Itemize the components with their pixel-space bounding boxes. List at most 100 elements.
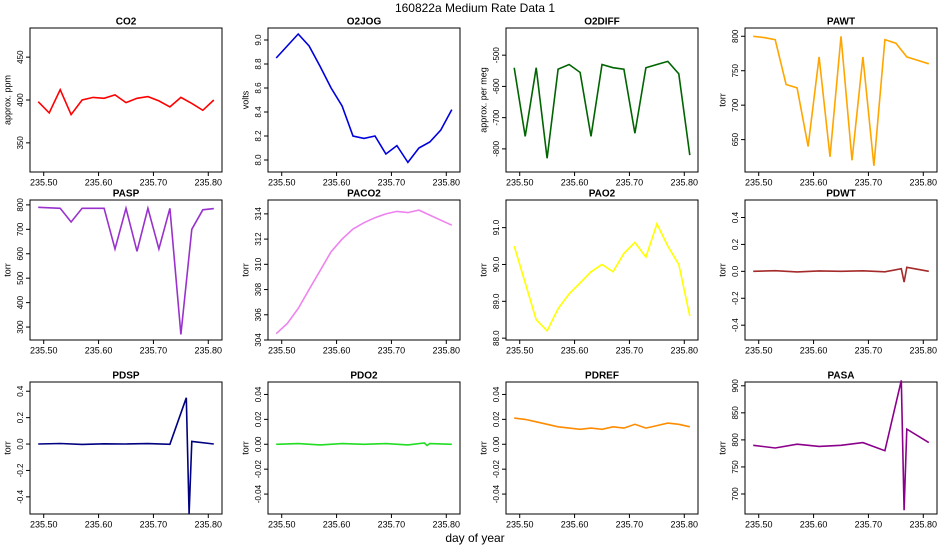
plot-frame (505, 199, 699, 341)
y-tick-label: 0.00 (492, 436, 501, 452)
y-tick-label: 0.2 (731, 238, 740, 250)
data-line (513, 60, 691, 159)
plot-frame (267, 199, 461, 341)
y-tick-label: 9.0 (254, 34, 263, 46)
x-tick-label: 235.80 (433, 345, 461, 355)
x-tick-label: 235.80 (433, 177, 461, 187)
y-tick-label: 0.4 (731, 211, 740, 223)
x-tick-label: 235.50 (506, 177, 534, 187)
y-tick-label: 800 (16, 198, 25, 212)
x-tick-label: 235.50 (506, 345, 534, 355)
y-tick-label: 400 (16, 93, 25, 107)
panel-title: PACO2 (347, 189, 381, 200)
x-tick-label: 235.80 (671, 177, 699, 187)
y-axis-label: torr (2, 441, 12, 455)
panel-title: PDO2 (350, 371, 378, 382)
y-axis-label: torr (240, 263, 250, 277)
y-tick-label: -0.2 (16, 463, 25, 477)
y-tick-label: 400 (16, 295, 25, 309)
x-tick-label: 235.70 (855, 519, 883, 529)
x-tick-label: 235.60 (323, 519, 351, 529)
x-tick-label: 235.50 (745, 177, 773, 187)
y-tick-label: 8.6 (254, 82, 263, 94)
y-tick-label: 800 (731, 433, 740, 447)
y-tick-label: 0.0 (731, 265, 740, 277)
y-tick-label: 750 (731, 460, 740, 474)
y-tick-label: 8.2 (254, 130, 263, 142)
y-tick-label: -0.2 (731, 291, 740, 305)
y-tick-label: 350 (16, 136, 25, 150)
panel-title: PAO2 (589, 189, 616, 200)
x-tick-label: 235.50 (30, 345, 58, 355)
y-tick-label: -600 (492, 78, 501, 95)
x-tick-label: 235.70 (140, 345, 168, 355)
y-axis-label: torr (2, 263, 12, 277)
y-tick-label: 900 (731, 379, 740, 393)
panel-title: PASP (113, 189, 140, 200)
y-tick-label: 308 (254, 282, 263, 296)
x-tick-label: 235.80 (195, 177, 223, 187)
plot-frame (29, 199, 223, 341)
y-axis-label: approx. per meg (478, 67, 488, 133)
x-tick-label: 235.60 (561, 177, 589, 187)
y-axis-label: volts (240, 90, 250, 109)
plot-frame (744, 27, 938, 173)
y-tick-label: 600 (16, 247, 25, 261)
x-tick-label: 235.50 (30, 177, 58, 187)
data-line (38, 397, 214, 515)
y-tick-label: -0.02 (254, 460, 263, 479)
x-tick-label: 235.60 (800, 177, 828, 187)
x-tick-label: 235.60 (323, 177, 351, 187)
data-line (275, 209, 453, 335)
y-tick-label: -0.02 (492, 460, 501, 479)
x-tick-label: 235.80 (671, 519, 699, 529)
y-tick-label: 800 (731, 29, 740, 43)
y-tick-label: 314 (254, 207, 263, 221)
data-line (276, 442, 452, 447)
x-tick-label: 235.80 (910, 345, 938, 355)
plot-frame (267, 27, 461, 173)
data-line (38, 205, 214, 335)
y-tick-label: 8.4 (254, 106, 263, 118)
y-axis-label: torr (478, 441, 488, 455)
x-tick-label: 235.60 (323, 345, 351, 355)
data-line (37, 87, 215, 117)
data-line (753, 35, 930, 166)
y-axis-label: torr (717, 93, 727, 107)
y-tick-label: 0.0 (16, 438, 25, 450)
x-tick-label: 235.70 (855, 345, 883, 355)
x-tick-label: 235.60 (561, 345, 589, 355)
plot-frame (29, 27, 223, 173)
y-tick-label: 700 (731, 98, 740, 112)
data-line (513, 221, 691, 333)
panel-title: PAWT (827, 17, 855, 28)
y-tick-label: 700 (731, 487, 740, 501)
y-tick-label: -0.04 (254, 484, 263, 503)
y-tick-label: 312 (254, 232, 263, 246)
x-tick-label: 235.50 (268, 345, 296, 355)
x-tick-label: 235.80 (195, 519, 223, 529)
panel-title: PDREF (585, 371, 619, 382)
data-line (753, 380, 930, 511)
x-tick-label: 235.50 (268, 177, 296, 187)
y-tick-label: 91.0 (492, 219, 501, 235)
y-axis-label: torr (240, 441, 250, 455)
y-tick-label: -700 (492, 109, 501, 126)
panel-title: O2JOG (347, 17, 382, 28)
y-tick-label: 0.00 (254, 436, 263, 452)
x-tick-label: 235.50 (268, 519, 296, 529)
y-axis-label: torr (478, 263, 488, 277)
y-tick-label: 89.0 (492, 293, 501, 309)
y-tick-label: 0.4 (16, 385, 25, 397)
y-tick-label: -500 (492, 47, 501, 64)
y-tick-label: 8.8 (254, 58, 263, 70)
panel-title: PASA (827, 371, 854, 382)
plot-frame (505, 27, 699, 173)
x-tick-label: 235.70 (616, 177, 644, 187)
x-tick-label: 235.50 (745, 519, 773, 529)
x-tick-label: 235.50 (745, 345, 773, 355)
y-tick-label: -0.04 (492, 484, 501, 503)
y-tick-label: 850 (731, 406, 740, 420)
x-tick-label: 235.70 (616, 345, 644, 355)
x-tick-label: 235.60 (85, 345, 113, 355)
